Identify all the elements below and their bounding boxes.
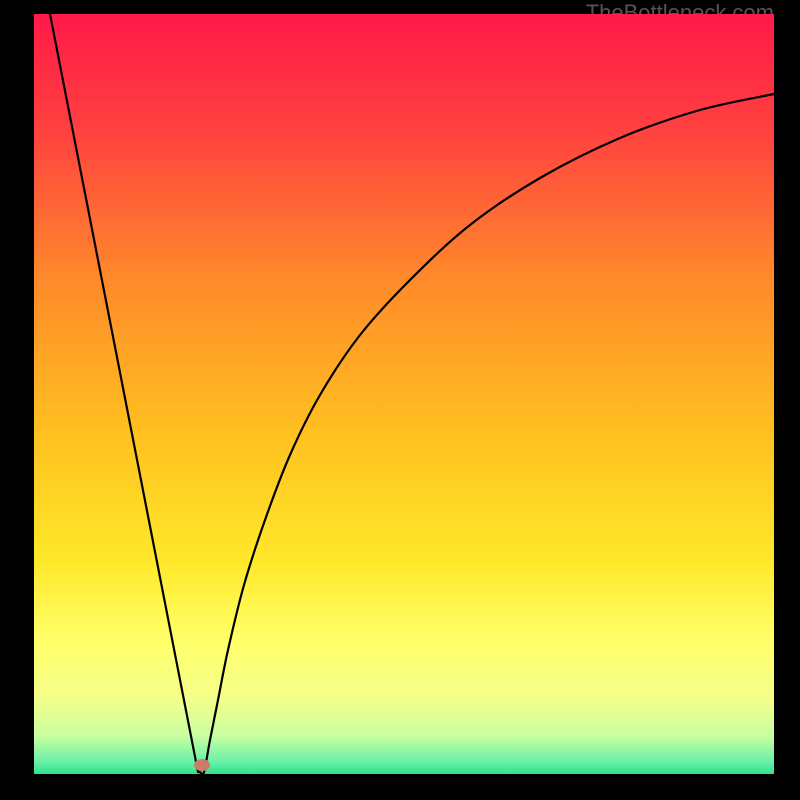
optimal-marker [194,759,210,771]
chart-svg [0,0,800,800]
gradient-background [34,14,774,774]
chart-container: TheBottleneck.com [0,0,800,800]
